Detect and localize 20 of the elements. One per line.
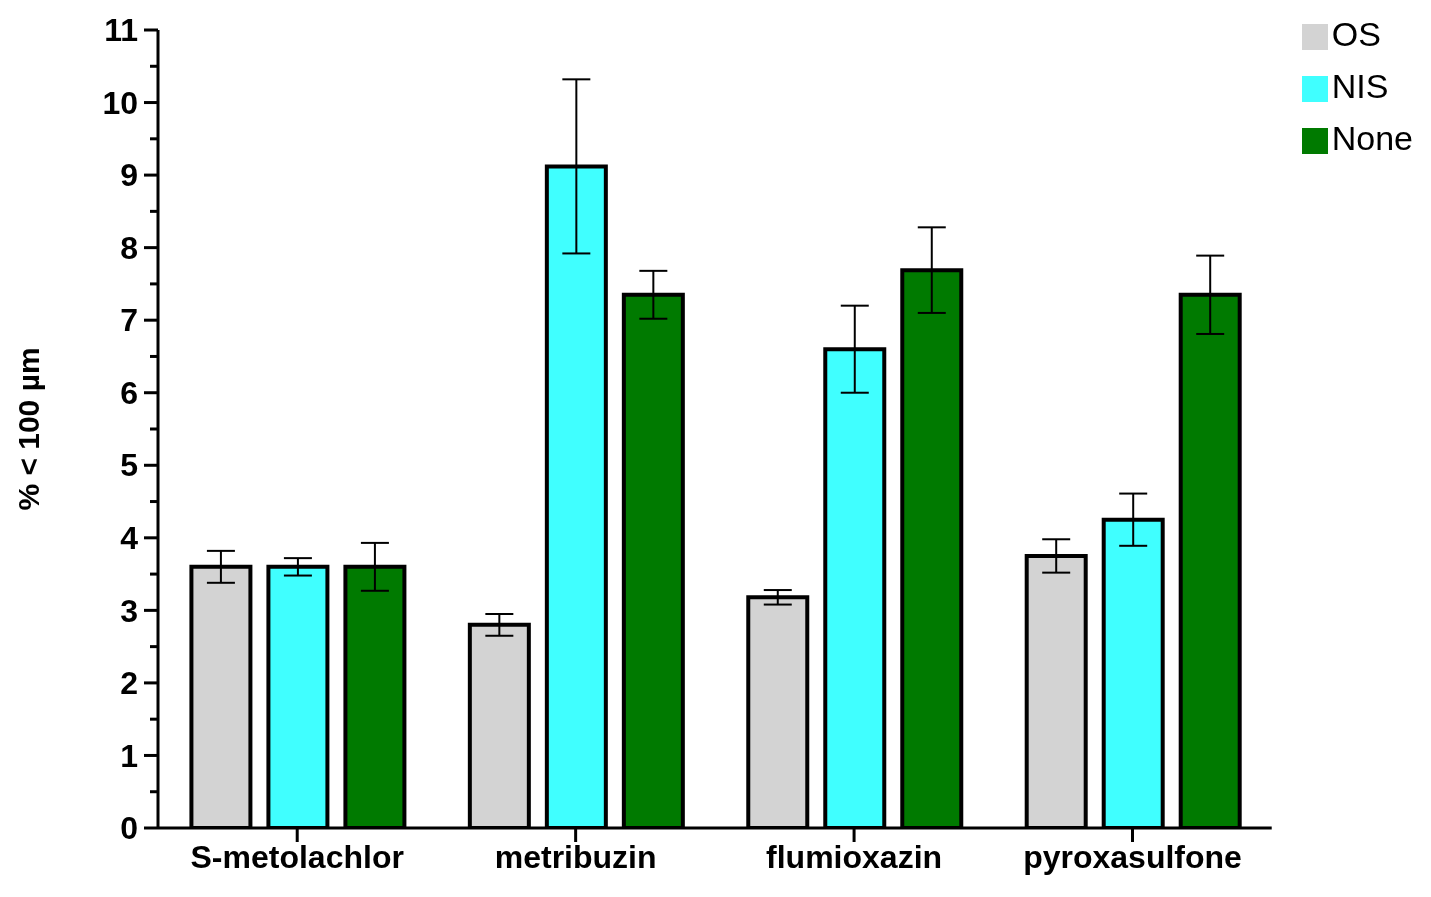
y-tick-label: 3 [120,592,138,629]
x-tick-label: S-metolachlor [190,839,404,875]
x-tick-label: pyroxasulfone [1023,839,1242,875]
y-tick-label: 8 [120,229,138,266]
y-tick-label: 11 [104,12,138,49]
y-tick-label: 10 [102,84,138,121]
x-tick-label: flumioxazin [766,839,943,875]
y-tick-label: 0 [120,810,138,847]
y-tick-label: 5 [120,447,138,484]
y-tick-label: 7 [120,302,138,339]
y-tick-label: 6 [120,374,138,411]
y-tick-label: 9 [120,157,138,194]
legend-label: None [1331,119,1413,157]
y-tick-label: 1 [120,737,138,774]
legend-label: OS [1331,15,1381,53]
x-tick-label: metribuzin [494,839,657,875]
y-tick-label: 2 [120,665,138,702]
legend-label: NIS [1331,67,1389,105]
y-tick-label: 4 [120,520,139,557]
y-axis-title: % < 100 µm [11,347,45,511]
